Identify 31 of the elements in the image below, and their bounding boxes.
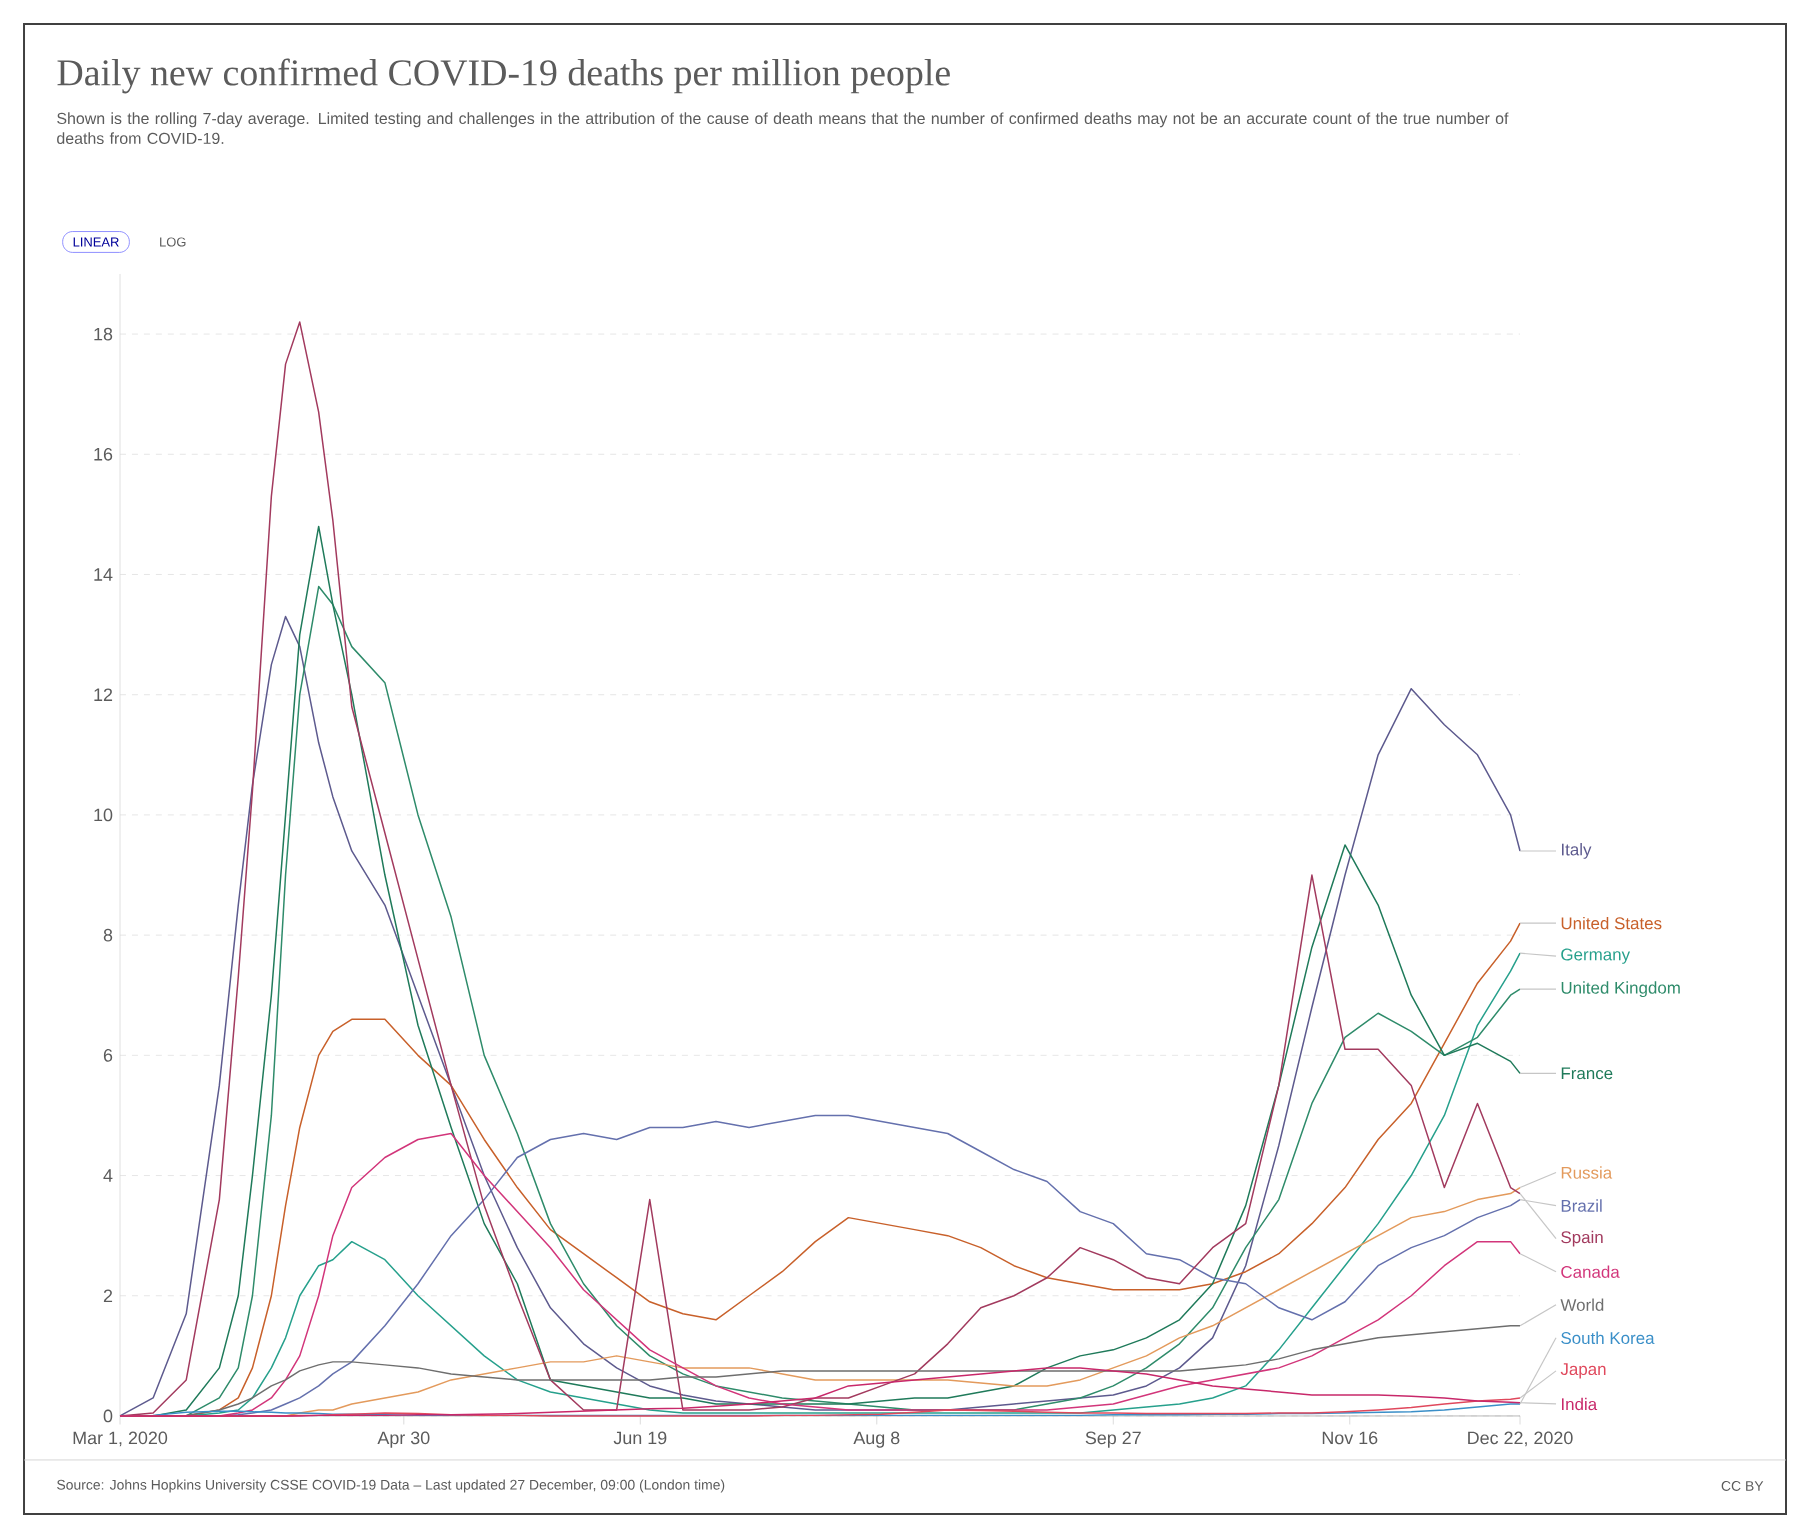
text: South Korea <box>1561 1331 1655 1345</box>
x-tick-label: Apr 30 <box>377 1431 430 1448</box>
y-tick-label: 12 <box>94 688 113 701</box>
text: United Kingdom <box>1561 981 1680 998</box>
text: Russia <box>1561 1166 1613 1179</box>
y-tick-label: 16 <box>94 447 113 461</box>
text: Spain <box>1561 1230 1603 1247</box>
text: France <box>1561 1067 1613 1080</box>
text: World <box>1560 1298 1604 1311</box>
x-tick-label: Jun 19 <box>613 1431 667 1445</box>
y-tick-label: 0 <box>103 1409 113 1423</box>
text: Brazil <box>1561 1199 1602 1212</box>
text: Japan <box>1560 1363 1606 1379</box>
text: India <box>1561 1397 1598 1411</box>
text: United States <box>1561 916 1662 930</box>
x-tick-label: Nov 16 <box>1322 1431 1378 1445</box>
y-tick-label: 10 <box>94 808 113 822</box>
y-tick-label: 14 <box>94 568 113 581</box>
x-tick-label: Dec 22, 2020 <box>1468 1431 1573 1447</box>
chart-title: Daily new confirmed COVID-19 deaths per million people <box>57 58 950 94</box>
y-tick-label: 18 <box>94 327 113 341</box>
y-tick-label: 4 <box>103 1169 113 1182</box>
text: Italy <box>1561 843 1592 859</box>
y-tick-label: 8 <box>103 928 113 942</box>
x-tick-label: Mar 1, 2020 <box>73 1431 168 1447</box>
text: Germany <box>1561 948 1631 964</box>
y-tick-label: 6 <box>103 1048 113 1062</box>
text: Canada <box>1561 1265 1620 1278</box>
x-tick-label: Sep 27 <box>1085 1431 1141 1448</box>
y-tick-label: 2 <box>103 1289 113 1303</box>
x-tick-label: Aug 8 <box>853 1431 900 1448</box>
